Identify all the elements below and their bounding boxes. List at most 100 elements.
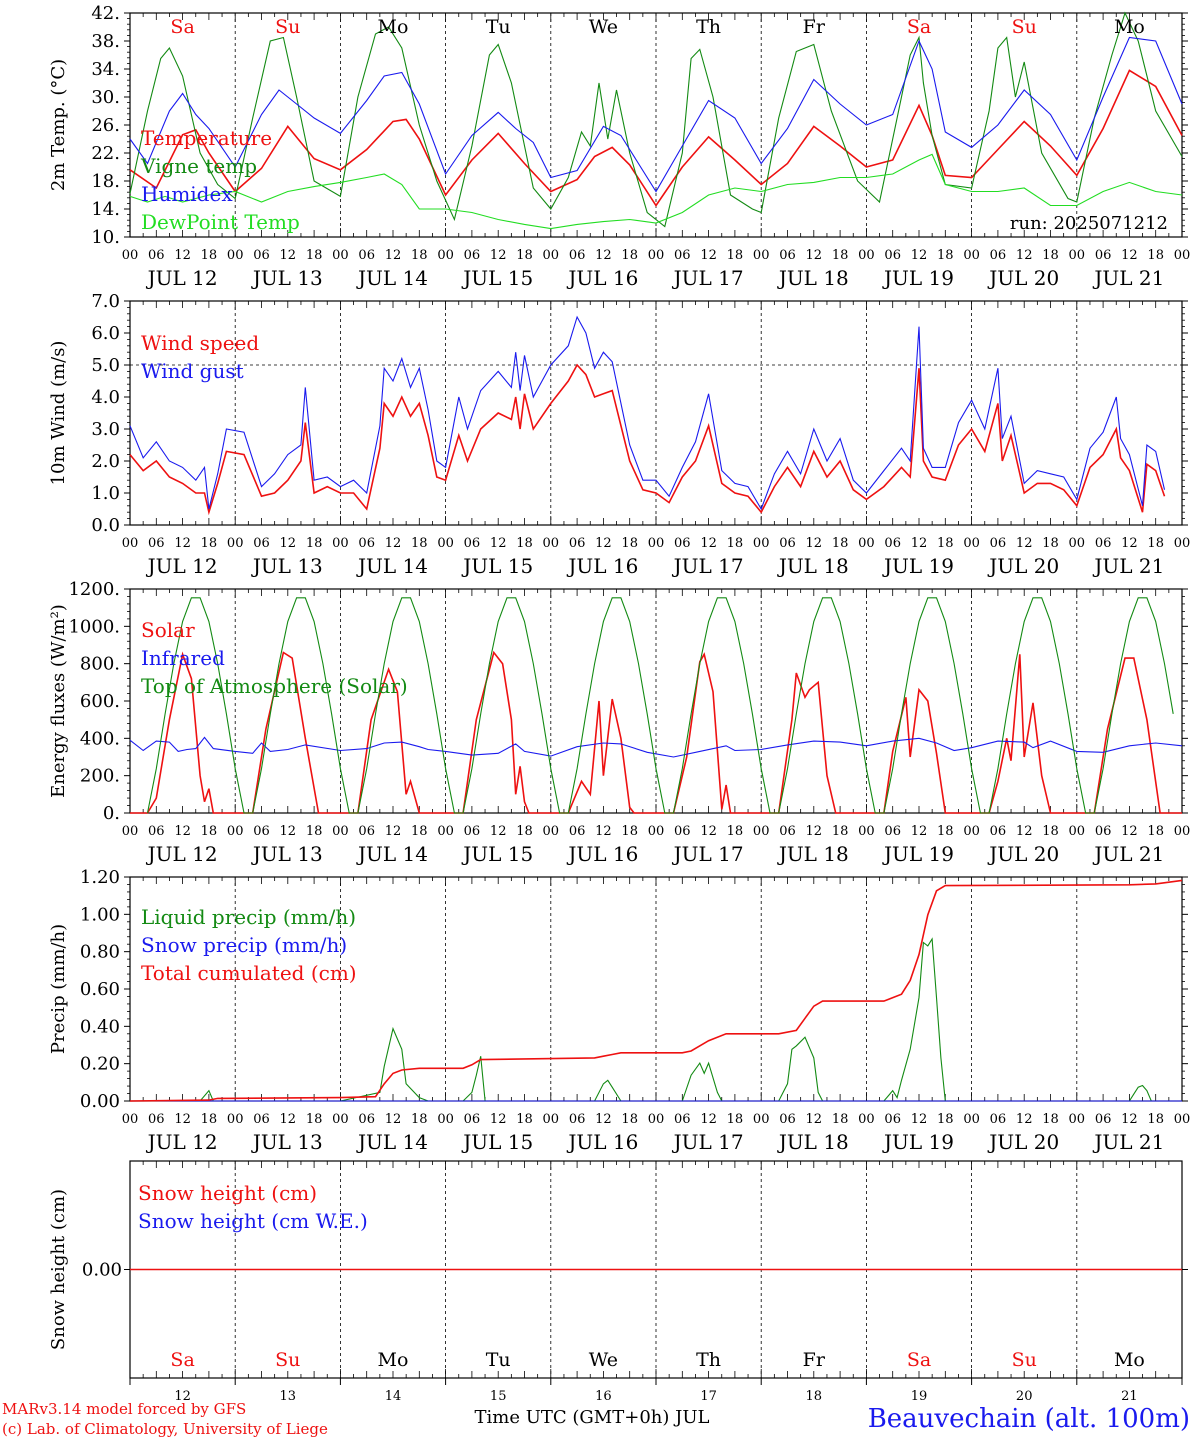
run-label: run: 2025071212 [1010, 213, 1168, 234]
x-hour-label: 06 [674, 1112, 691, 1127]
x-hour-label: 12 [1121, 1112, 1138, 1127]
x-hour-label: 12 [595, 536, 612, 551]
footer-model: MARv3.14 model forced by GFS [2, 1400, 246, 1418]
day-number-label: 12 [174, 1389, 191, 1404]
x-hour-label: 18 [411, 824, 428, 839]
x-hour-label: 12 [280, 824, 297, 839]
y-tick-label: 1.0 [91, 483, 120, 504]
x-hour-label: 00 [437, 1112, 454, 1127]
x-date-label: JUL 13 [251, 842, 323, 866]
x-hour-label: 18 [1042, 1112, 1059, 1127]
weekday-label: Su [275, 1349, 300, 1371]
x-hour-label: 12 [1121, 536, 1138, 551]
x-hour-label: 00 [858, 1112, 875, 1127]
y-tick-label: 1.00 [80, 904, 120, 925]
x-hour-label: 00 [1069, 824, 1086, 839]
x-hour-label: 00 [753, 824, 770, 839]
series-line [129, 69, 1183, 207]
x-hour-label: 12 [174, 824, 191, 839]
x-date-label: JUL 21 [1092, 554, 1164, 578]
x-hour-label: 00 [543, 824, 560, 839]
x-hour-label: 18 [727, 248, 744, 263]
y-tick-label: 400. [80, 728, 120, 749]
legend-entry: Snow height (cm) [138, 1181, 317, 1205]
x-hour-label: 12 [700, 248, 717, 263]
x-date-label: JUL 17 [672, 266, 744, 290]
x-hour-label: 18 [1147, 1112, 1164, 1127]
weekday-label: We [589, 1349, 618, 1371]
x-hour-label: 18 [516, 1112, 533, 1127]
legend-entry: Snow height (cm W.E.) [138, 1209, 368, 1233]
x-hour-label: 06 [884, 1112, 901, 1127]
x-hour-label: 00 [648, 536, 665, 551]
weekday-label: Sa [907, 1349, 931, 1371]
x-hour-label: 12 [280, 1112, 297, 1127]
y-tick-label: 0.20 [80, 1054, 120, 1075]
y-tick-label: 200. [80, 766, 120, 787]
x-date-label: JUL 12 [146, 1130, 218, 1154]
x-hour-label: 12 [1016, 248, 1033, 263]
legend-entry: Wind gust [141, 359, 244, 383]
x-axis-label: Time UTC (GMT+0h) JUL [475, 1407, 710, 1428]
x-hour-label: 00 [227, 824, 244, 839]
x-hour-label: 06 [148, 1112, 165, 1127]
x-hour-label: 18 [621, 248, 638, 263]
x-hour-label: 06 [358, 536, 375, 551]
x-date-label: JUL 18 [777, 842, 849, 866]
legend-entry: Liquid precip (mm/h) [141, 905, 356, 929]
x-hour-label: 12 [490, 1112, 507, 1127]
footer-lab: (c) Lab. of Climatology, University of L… [2, 1420, 328, 1438]
x-hour-label: 06 [1095, 248, 1112, 263]
x-date-label: JUL 14 [356, 842, 428, 866]
x-hour-label: 12 [385, 824, 402, 839]
x-hour-label: 18 [1042, 824, 1059, 839]
x-hour-label: 18 [937, 824, 954, 839]
x-hour-label: 00 [1069, 1112, 1086, 1127]
x-hour-label: 06 [148, 536, 165, 551]
x-hour-label: 06 [779, 824, 796, 839]
x-date-label: JUL 15 [461, 1130, 533, 1154]
x-hour-label: 12 [911, 1112, 928, 1127]
y-tick-label: 10. [91, 227, 120, 248]
x-date-label: JUL 19 [882, 842, 954, 866]
x-date-label: JUL 15 [461, 842, 533, 866]
x-hour-label: 18 [832, 536, 849, 551]
y-tick-label: 38. [91, 31, 120, 52]
x-date-label: JUL 19 [882, 554, 954, 578]
x-hour-label: 06 [464, 1112, 481, 1127]
x-hour-label: 00 [963, 1112, 980, 1127]
x-hour-label: 12 [174, 248, 191, 263]
x-hour-label: 12 [1016, 824, 1033, 839]
x-hour-label: 12 [700, 536, 717, 551]
weekday-label: Fr [803, 16, 826, 38]
x-date-label: JUL 14 [356, 266, 428, 290]
x-hour-label: 12 [1016, 536, 1033, 551]
day-number-label: 21 [1121, 1389, 1138, 1404]
x-hour-label: 18 [306, 536, 323, 551]
x-hour-label: 00 [1174, 248, 1191, 263]
x-hour-label: 00 [332, 536, 349, 551]
x-hour-label: 18 [306, 1112, 323, 1127]
x-date-label: JUL 13 [251, 554, 323, 578]
x-date-label: JUL 12 [146, 554, 218, 578]
series-line [129, 363, 1166, 516]
x-hour-label: 00 [753, 248, 770, 263]
x-hour-label: 06 [569, 1112, 586, 1127]
series-line [129, 315, 1166, 511]
x-hour-label: 12 [700, 824, 717, 839]
weekday-label: Su [275, 16, 300, 38]
x-date-label: JUL 16 [566, 266, 638, 290]
series-line [129, 153, 1183, 230]
y-axis-label: 10m Wind (m/s) [48, 341, 69, 486]
x-date-label: JUL 13 [251, 266, 323, 290]
day-number-label: 14 [385, 1389, 402, 1404]
x-hour-label: 06 [464, 248, 481, 263]
y-tick-label: 42. [91, 3, 120, 24]
y-tick-label: 34. [91, 59, 120, 80]
y-tick-label: 26. [91, 115, 120, 136]
x-hour-label: 18 [201, 536, 218, 551]
x-hour-label: 06 [569, 824, 586, 839]
y-tick-label: 22. [91, 143, 120, 164]
x-hour-label: 12 [385, 536, 402, 551]
